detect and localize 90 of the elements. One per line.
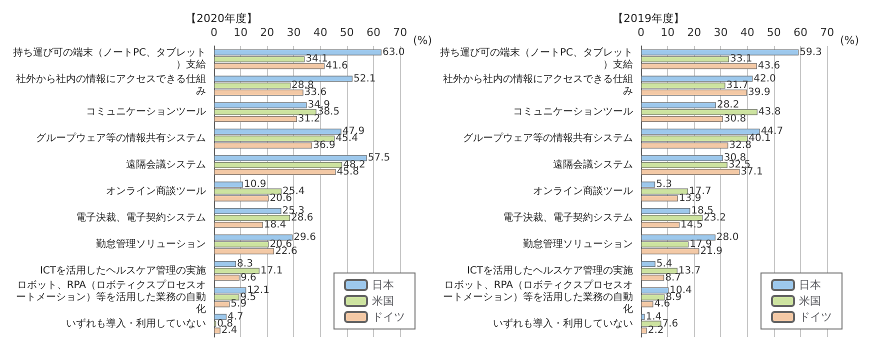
x-tick-label: 30 [714,26,728,39]
y-tick-label: グループウェア等の情報共有システム [463,132,633,144]
y-tick-label: 社外から社内の情報にアクセスできる仕組み [16,73,206,98]
data-label: 45.4 [336,133,358,144]
data-label: 37.1 [740,166,763,178]
data-label: 9.6 [240,272,256,284]
legend-label: ドイツ [799,310,832,324]
y-tick-label: 電子決裁、電子契約システム [503,211,633,224]
y-tick-label: 勤怠管理ソリューション [96,238,206,250]
data-label: 41.6 [326,60,348,72]
data-label: 17.1 [260,265,283,276]
y-tick-label: ICTを活用したヘルスケア管理の実施 [466,264,633,276]
chart-title: 【2020年度】 [186,12,258,25]
x-axis-title: (%) [412,34,432,47]
data-label: 28.2 [716,100,740,111]
data-label: 43.8 [758,106,781,118]
y-tick-label: 勤怠管理ソリューション [523,238,633,250]
x-axis-title: (%) [840,34,860,47]
y-tick-label: コミュニケーションツール [86,106,206,118]
y-tick-label: ロボット、RPA（ロボティクスプロセスオートメーション）等を活用した業務の自動化 [16,278,206,315]
data-label: 45.8 [336,166,360,178]
data-label: 23.2 [704,212,726,224]
y-tick-label: グループウェア等の情報共有システム [36,132,206,144]
data-label: 22.6 [275,246,298,257]
y-tick-label: 社外から社内の情報にアクセスできる仕組み [443,73,633,98]
data-label: 36.9 [313,140,336,151]
x-tick-label: 20 [687,26,702,39]
legend-label: 米国 [799,294,821,308]
x-tick-label: 60 [793,26,808,39]
data-label: 1.4 [646,311,662,322]
x-tick-label: 50 [340,26,354,39]
data-label: 10.9 [244,179,266,190]
data-label: 28.0 [716,232,739,244]
data-label: 20.6 [270,192,292,204]
data-label: 4.6 [654,298,670,310]
x-tick-label: 70 [820,26,834,39]
data-label: 8.7 [665,272,682,284]
data-label: 30.8 [724,114,746,125]
x-tick-label: 30 [286,26,301,39]
y-tick-label: いずれも導入・利用していない [493,317,633,330]
y-tick-label: オンライン商談ツール [106,185,206,197]
data-label: 21.9 [700,246,722,257]
y-tick-label: ICTを活用したヘルスケア管理の実施 [40,264,206,276]
y-tick-label: 遠隔会議システム [126,158,206,171]
data-label: 31.2 [298,114,320,125]
data-label: 52.1 [353,73,376,84]
data-label: 5.3 [656,179,672,190]
x-tick-label: 70 [393,26,408,39]
data-label: 2.4 [221,325,238,336]
data-label: 7.6 [662,318,678,330]
data-label: 63.0 [382,46,405,58]
data-label: 29.6 [294,232,316,244]
legend-label: 日本 [372,278,394,292]
x-tick-label: 0 [638,26,644,39]
y-tick-label: いずれも導入・利用していない [66,317,206,330]
data-label: 39.9 [748,87,770,98]
y-tick-label: ロボット、RPA（ロボティクスプロセスオートメーション）等を活用した業務の自動化 [443,278,633,315]
x-tick-label: 60 [366,26,380,39]
data-label: 33.6 [304,87,327,98]
x-tick-label: 10 [660,26,675,39]
x-tick-label: 20 [260,26,274,39]
y-tick-label: 電子決裁、電子契約システム [76,211,206,224]
data-label: 42.0 [754,73,776,84]
data-label: 57.5 [368,152,390,164]
y-tick-label: コミュニケーションツール [513,106,633,118]
data-label: 8.3 [237,258,253,270]
data-label: 18.4 [264,219,286,230]
x-tick-label: 0 [210,26,218,39]
data-label: 31.7 [726,80,749,92]
data-label: 43.6 [758,60,780,72]
data-label: 2.2 [648,325,664,336]
x-tick-label: 10 [234,26,248,39]
data-label: 34.1 [306,54,328,65]
data-label: 5.9 [230,298,247,310]
data-label: 59.3 [800,46,822,58]
x-tick-label: 40 [313,26,328,39]
data-label: 32.8 [729,140,752,151]
x-tick-label: 50 [766,26,781,39]
data-label: 5.4 [656,258,672,270]
legend-label: ドイツ [372,310,405,324]
y-tick-label: 持ち運び可の端末（ノートPC、タブレット）支給 [440,46,633,71]
y-tick-label: 遠隔会議システム [553,158,633,171]
data-label: 14.5 [680,219,703,230]
chart-title: 【2019年度】 [612,12,684,25]
legend-label: 米国 [372,294,394,308]
y-tick-label: 持ち運び可の端末（ノートPC、タブレット）支給 [12,46,206,71]
y-tick-label: オンライン商談ツール [533,185,633,197]
legend-label: 日本 [799,278,821,292]
data-label: 33.1 [730,54,752,65]
x-tick-label: 40 [740,26,754,39]
